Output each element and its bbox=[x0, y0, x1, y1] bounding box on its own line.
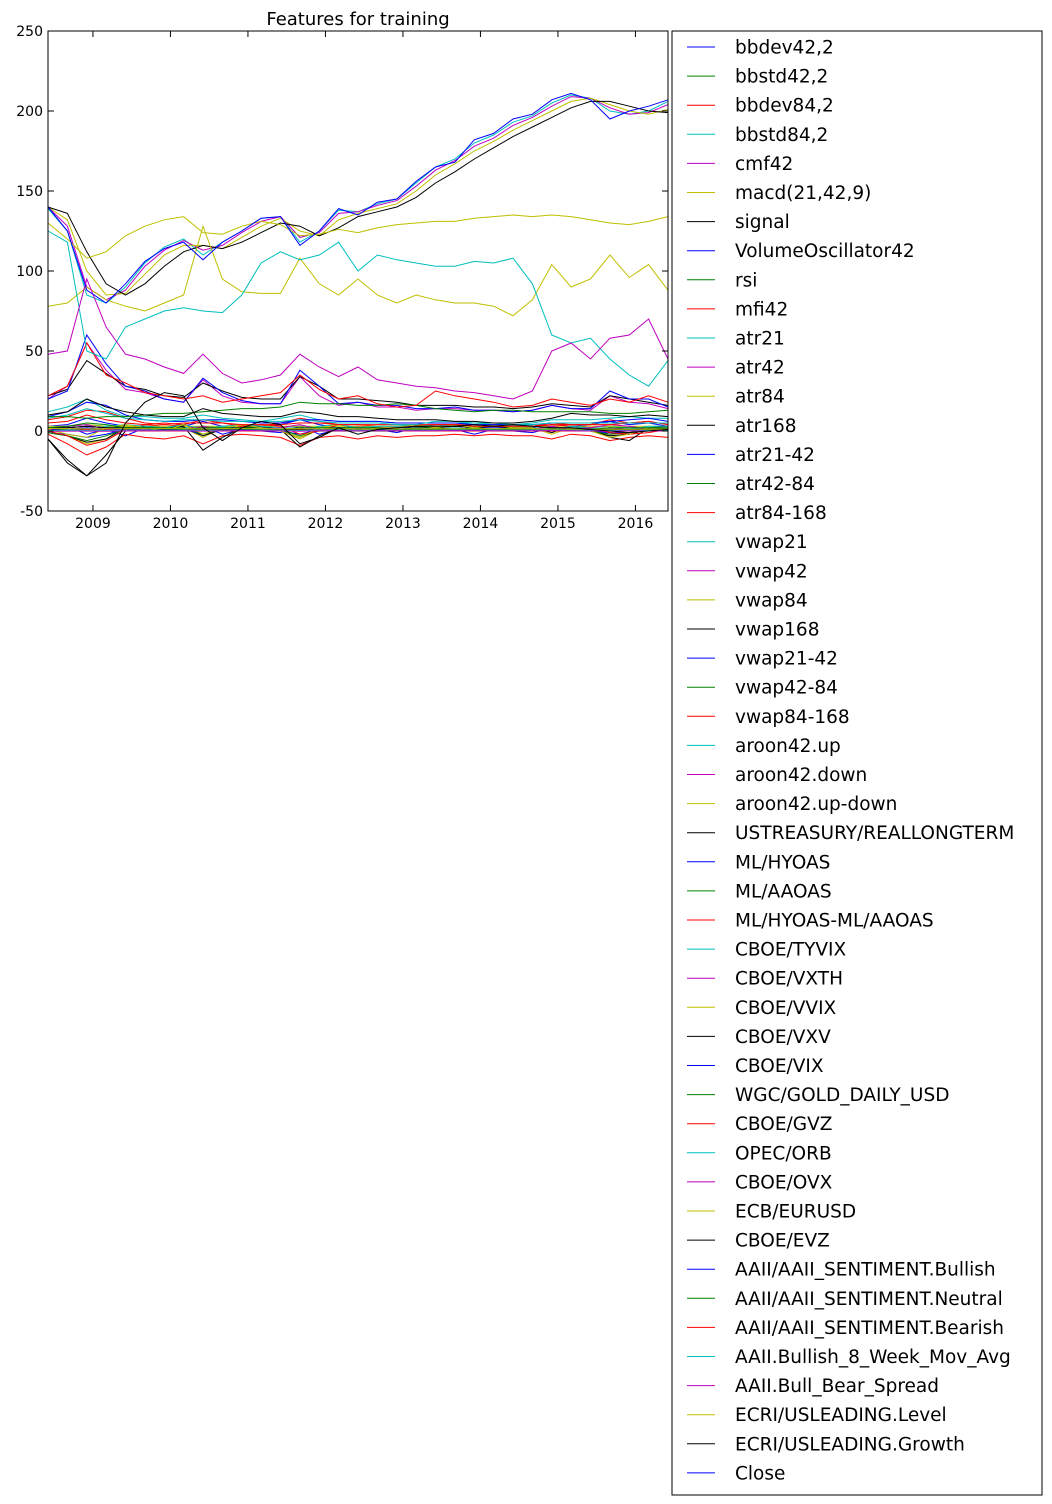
legend-label: atr42 bbox=[735, 358, 785, 379]
y-tick-label: -50 bbox=[20, 504, 43, 520]
plot-lines bbox=[47, 92, 669, 477]
series-line-37 bbox=[47, 341, 669, 408]
legend-label: ECRI/USLEADING.Growth bbox=[735, 1434, 965, 1455]
x-tick-label: 2009 bbox=[75, 516, 111, 532]
series-line-19 bbox=[47, 97, 669, 296]
x-tick-label: 2014 bbox=[463, 516, 499, 532]
x-tick-label: 2012 bbox=[308, 516, 344, 532]
series-line-38 bbox=[47, 230, 669, 387]
series-line-40 bbox=[47, 428, 668, 430]
legend-label: signal bbox=[735, 212, 790, 233]
legend-label: vwap42-84 bbox=[735, 678, 838, 699]
x-tick-label: 2013 bbox=[385, 516, 421, 532]
legend-label: CBOE/VXV bbox=[735, 1027, 831, 1048]
series-line-33 bbox=[47, 224, 669, 317]
legend-label: aroon42.up-down bbox=[735, 794, 897, 815]
legend-label: vwap42 bbox=[735, 561, 808, 582]
y-tick-label: 200 bbox=[16, 104, 43, 120]
legend-label: bbdev84,2 bbox=[735, 96, 834, 117]
legend-label: bbdev42,2 bbox=[735, 38, 834, 59]
legend-label: CBOE/VVIX bbox=[735, 998, 837, 1019]
legend-label: ML/HYOAS-ML/AAOAS bbox=[735, 911, 934, 932]
legend-label: cmf42 bbox=[735, 154, 793, 175]
x-axis: 2009 2010 2011 2012 2013 2014 2015 2016 bbox=[75, 31, 653, 532]
legend-label: macd(21,42,9) bbox=[735, 183, 871, 204]
series-line-46 bbox=[47, 429, 668, 432]
legend-label: aroon42.down bbox=[735, 765, 867, 786]
legend-label: atr168 bbox=[735, 416, 797, 437]
y-tick-label: 0 bbox=[34, 424, 43, 440]
legend-label: bbstd42,2 bbox=[735, 67, 828, 88]
legend-label: USTREASURY/REALLONGTERM bbox=[735, 823, 1014, 844]
x-tick-label: 2011 bbox=[230, 516, 266, 532]
series-line-36 bbox=[48, 401, 669, 419]
legend-label: atr84 bbox=[735, 387, 785, 408]
legend-label: atr42-84 bbox=[735, 474, 815, 495]
series-line-39 bbox=[47, 277, 669, 400]
legend-frame bbox=[671, 30, 1043, 1496]
legend-label: ECB/EURUSD bbox=[735, 1202, 856, 1223]
legend-label: ML/AAOAS bbox=[735, 881, 832, 902]
legend-label: CBOE/TYVIX bbox=[735, 940, 846, 961]
legend-label: atr84-168 bbox=[735, 503, 827, 524]
legend: bbdev42,2 bbstd42,2 bbdev84,2 bbstd84,2 cmf4… bbox=[671, 30, 1043, 1496]
legend-label: AAII/AAII_SENTIMENT.Neutral bbox=[735, 1289, 1003, 1310]
y-tick-label: 50 bbox=[25, 344, 43, 360]
x-tick-label: 2010 bbox=[153, 516, 189, 532]
legend-label: atr21 bbox=[735, 329, 785, 350]
legend-label: CBOE/OVX bbox=[735, 1172, 833, 1193]
series-line-9 bbox=[47, 433, 669, 456]
legend-label: CBOE/EVZ bbox=[735, 1231, 830, 1252]
legend-label: atr21-42 bbox=[735, 445, 815, 466]
series-line-47 bbox=[47, 214, 669, 259]
legend-label: AAII.Bull_Bear_Spread bbox=[735, 1376, 939, 1397]
x-tick-label: 2015 bbox=[540, 516, 576, 532]
series-line-20 bbox=[47, 100, 669, 296]
series-line-41 bbox=[47, 398, 669, 424]
y-tick-label: 150 bbox=[16, 184, 43, 200]
legend-label: vwap21 bbox=[735, 532, 808, 553]
legend-label: WGC/GOLD_DAILY_USD bbox=[735, 1085, 949, 1106]
series-line-31 bbox=[47, 408, 668, 426]
legend-label: CBOE/VXTH bbox=[735, 969, 843, 990]
series-line-30 bbox=[47, 409, 669, 427]
legend-label: ML/HYOAS bbox=[735, 852, 830, 873]
series-line-12 bbox=[48, 424, 668, 427]
y-tick-label: 100 bbox=[16, 264, 43, 280]
legend-label: AAII/AAII_SENTIMENT.Bearish bbox=[735, 1318, 1004, 1339]
legend-label: ECRI/USLEADING.Level bbox=[735, 1405, 947, 1426]
legend-label: vwap168 bbox=[735, 620, 819, 641]
legend-label: rsi bbox=[735, 270, 757, 291]
legend-label: bbstd84,2 bbox=[735, 125, 828, 146]
series-line-32 bbox=[47, 341, 669, 413]
y-tick-label: 250 bbox=[16, 24, 43, 40]
series-line-18 bbox=[47, 96, 669, 301]
legend-label: Close bbox=[735, 1463, 785, 1484]
legend-label: aroon42.up bbox=[735, 736, 841, 757]
legend-label: CBOE/VIX bbox=[735, 1056, 824, 1077]
legend-label: mfi42 bbox=[735, 299, 788, 320]
series-line-34 bbox=[47, 359, 669, 410]
series-line-49 bbox=[47, 92, 669, 304]
legend-label: VolumeOscillator42 bbox=[735, 241, 915, 262]
legend-label: OPEC/ORB bbox=[735, 1143, 832, 1164]
series-line-48 bbox=[47, 392, 669, 477]
legend-label: vwap21-42 bbox=[735, 649, 838, 670]
x-tick-label: 2016 bbox=[618, 516, 654, 532]
chart-title: Features for training bbox=[266, 9, 449, 30]
legend-label: AAII.Bullish_8_Week_Mov_Avg bbox=[735, 1347, 1011, 1368]
y-axis: -50 0 50 100 150 200 250 bbox=[16, 24, 668, 520]
legend-label: vwap84 bbox=[735, 590, 808, 611]
legend-label: CBOE/GVZ bbox=[735, 1114, 832, 1135]
legend-label: vwap84-168 bbox=[735, 707, 850, 728]
series-line-13 bbox=[47, 425, 669, 477]
legend-label: AAII/AAII_SENTIMENT.Bullish bbox=[735, 1260, 996, 1281]
